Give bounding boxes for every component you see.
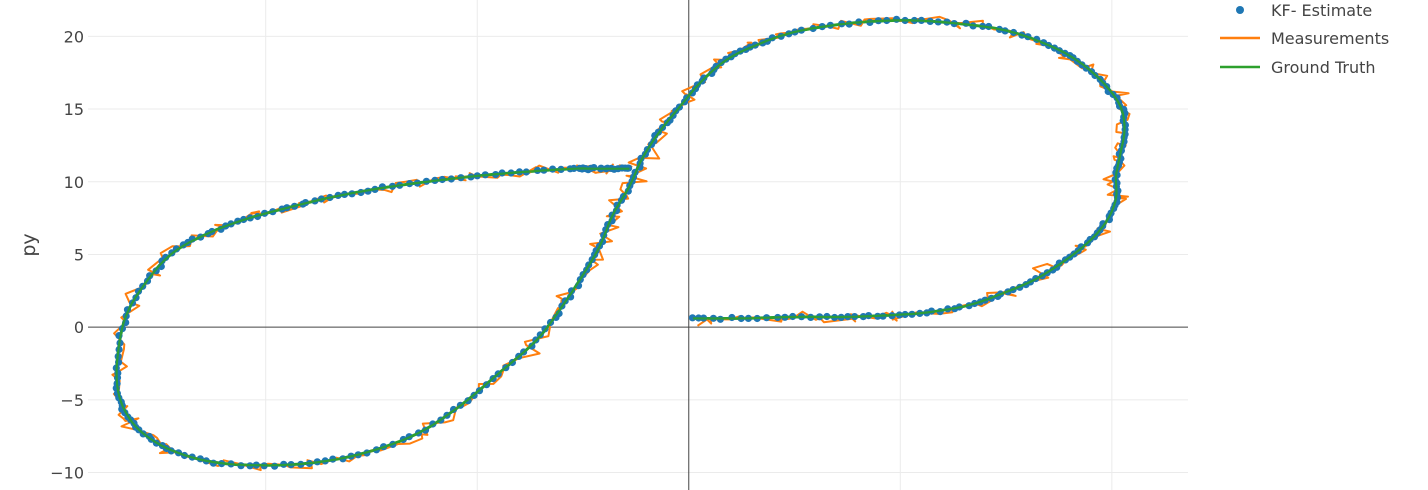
legend-label-kf-estimate: KF- Estimate [1271, 1, 1372, 20]
kf-estimate-point [892, 15, 901, 23]
legend-label-ground-truth: Ground Truth [1271, 58, 1376, 77]
kf-estimate-series [112, 15, 1129, 470]
legend-item-measurements[interactable]: Measurements [1220, 29, 1389, 48]
y-tick-label: 0 [74, 318, 84, 337]
grid-lines [88, 0, 1188, 490]
legend-label-measurements: Measurements [1271, 29, 1389, 48]
zero-lines [88, 0, 1188, 490]
y-tick-label: −10 [50, 464, 84, 483]
legend: KF- Estimate Measurements Ground Truth [1220, 1, 1389, 77]
legend-item-kf-estimate[interactable]: KF- Estimate [1236, 1, 1372, 20]
measurements-series [111, 15, 1131, 472]
y-axis-title: py [18, 233, 40, 256]
ground-truth-line-overlay [115, 19, 1126, 467]
y-tick-labels: −10 −5 0 5 10 15 20 [50, 27, 84, 482]
kf-estimate-point [162, 253, 170, 261]
y-tick-label: 15 [64, 100, 84, 119]
legend-marker-kf-estimate [1236, 6, 1244, 14]
measurements-line [111, 15, 1131, 472]
ground-truth-line [115, 18, 1126, 467]
y-tick-label: −5 [60, 391, 84, 410]
ground-truth-series [115, 18, 1126, 467]
legend-item-ground-truth[interactable]: Ground Truth [1220, 58, 1376, 77]
kf-estimate-point [708, 69, 716, 77]
y-tick-label: 20 [64, 27, 84, 46]
y-tick-label: 10 [64, 173, 84, 192]
kf-estimate-point [688, 314, 697, 322]
y-tick-label: 5 [74, 245, 84, 264]
